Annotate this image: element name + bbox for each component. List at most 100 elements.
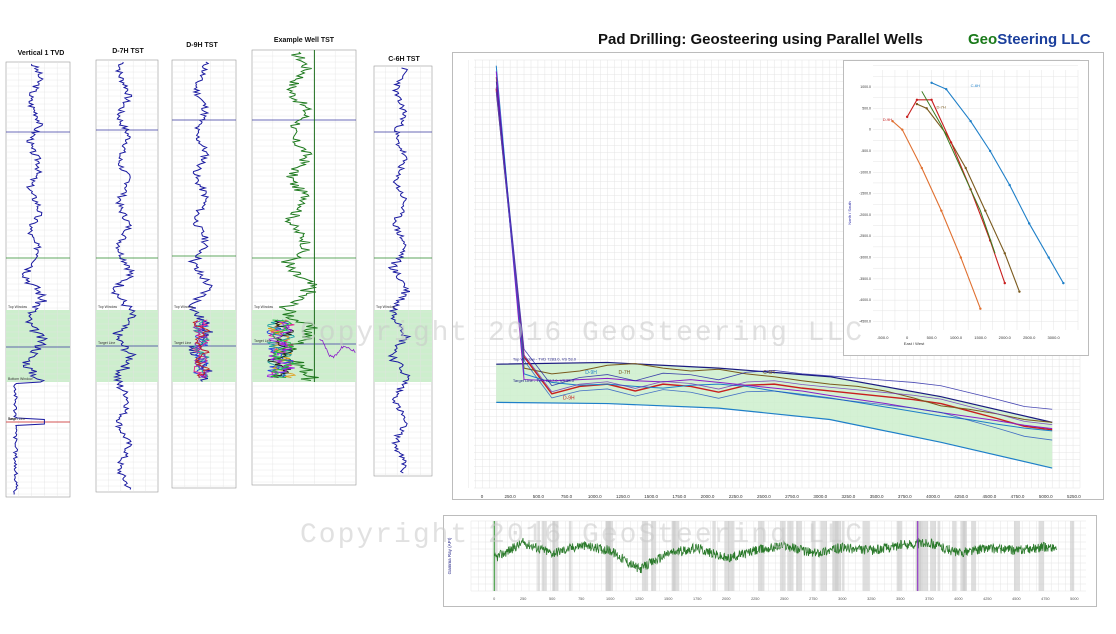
shade-bar <box>779 521 786 591</box>
survey-point <box>1018 290 1021 293</box>
y-tick-label: -3500.0 <box>859 277 871 281</box>
well-label: D-9H <box>563 396 575 402</box>
survey-point <box>1003 281 1006 285</box>
well-line-1 <box>495 77 1053 423</box>
y-tick-label: -2500.0 <box>859 234 871 238</box>
x-tick-label: 1250.0 <box>616 494 630 499</box>
y-tick-label: -4500.0 <box>859 319 871 323</box>
zone-label: Top Window <box>8 305 28 309</box>
survey-point <box>988 149 992 153</box>
shade-bar <box>757 521 765 591</box>
track-title-3: D-9H TST <box>186 42 218 49</box>
x-tick-label: 4750.0 <box>1011 494 1025 499</box>
x-tick-label: 3000.0 <box>1047 335 1060 340</box>
brand-geo: Geo <box>968 31 998 48</box>
shade-bar <box>641 521 649 591</box>
y-tick-label: -1000.0 <box>859 170 871 174</box>
y-tick-label: 500.0 <box>862 106 871 110</box>
gamma-line <box>493 537 1058 574</box>
survey-point <box>1062 281 1065 285</box>
x-tick-label: 2500.0 <box>757 494 771 499</box>
zone-label: Target Line - TVD 7317.0, VS 53.0 <box>513 378 575 383</box>
correlation-curve <box>192 319 211 378</box>
log-curve <box>110 61 137 490</box>
y-tick-label: -4000.0 <box>859 298 871 302</box>
y-axis-label: Gamma Ray (API) <box>447 537 452 574</box>
y-tick-label: -500.0 <box>861 149 871 153</box>
x-tick-label: 0 <box>493 597 495 601</box>
zone-label: Top Window <box>174 305 194 309</box>
watermark-upper: Copyright 2016 GeoSteering LLC <box>300 318 865 349</box>
x-tick-label: 4750 <box>1041 597 1049 601</box>
survey-point <box>945 87 948 91</box>
track-frame <box>251 49 357 486</box>
offset-line <box>495 81 1053 410</box>
survey-point <box>969 119 972 123</box>
survey-point <box>959 256 963 259</box>
correlation-curve <box>192 319 210 379</box>
track-title-5: C-6H TST <box>388 56 420 63</box>
correlation-curve <box>266 319 295 379</box>
x-tick-label: 5250.0 <box>1067 494 1081 499</box>
survey-point <box>925 107 928 110</box>
survey-point <box>930 81 933 84</box>
plan-well-3 <box>892 120 981 309</box>
zone-label: Top Window <box>98 305 118 309</box>
survey-point <box>905 115 909 119</box>
zone-label: Target Line <box>254 339 271 343</box>
plan-well-label: D-9H <box>883 117 892 122</box>
plan-view-chart: -500.0 0 500.0 1000.0 1500.0 2000.0 2500.0 3000… <box>847 65 1079 346</box>
plan-well-extra <box>921 91 996 254</box>
track-title-4: Example Well TST <box>273 37 335 44</box>
plan-well-label: C-6H <box>971 83 980 88</box>
shade-bar <box>1038 521 1044 591</box>
x-tick-label: 4500 <box>1012 597 1020 601</box>
x-tick-label: 2250.0 <box>729 494 743 499</box>
shade-bar <box>1069 521 1075 591</box>
track-frame <box>373 65 433 477</box>
zone-label: Target Line <box>8 417 25 421</box>
shade-bar <box>712 521 716 591</box>
shade-bar <box>787 521 794 591</box>
x-tick-label: 3000 <box>838 597 846 601</box>
offset-line <box>495 86 1053 426</box>
x-tick-label: 1750.0 <box>672 494 686 499</box>
survey-point <box>1008 183 1011 187</box>
survey-point <box>984 209 987 212</box>
log-curve <box>387 67 412 474</box>
log-curve <box>278 51 319 381</box>
watermark-lower: Copyright 2016 GeoSteering LLC <box>300 520 865 551</box>
shade-bar <box>724 521 730 591</box>
x-tick-label: 3500.0 <box>870 494 884 499</box>
survey-point <box>964 166 967 170</box>
x-tick-label: 1000 <box>606 597 614 601</box>
zone-label: Base <box>8 417 16 421</box>
target-zone-fill <box>496 362 1053 469</box>
well-label: D-7H <box>619 370 631 376</box>
shade-bar <box>921 521 929 591</box>
x-tick-label: 3750.0 <box>898 494 912 499</box>
x-tick-label: 2000.0 <box>999 335 1012 340</box>
zone-label: Target Line <box>98 341 115 345</box>
x-tick-label: 3000.0 <box>813 494 827 499</box>
shade-bar <box>896 521 903 591</box>
well-label: C-6H <box>763 370 775 376</box>
y-tick-label: 1000.0 <box>860 85 871 89</box>
shade-bar <box>916 521 923 591</box>
x-tick-label: 3750 <box>925 597 933 601</box>
survey-point <box>979 307 982 310</box>
correlation-curve <box>268 319 297 379</box>
shade-bar <box>675 521 680 591</box>
x-tick-label: 2500 <box>780 597 788 601</box>
x-tick-label: 1000.0 <box>950 335 963 340</box>
x-tick-label: 4000 <box>954 597 962 601</box>
shade-bar <box>651 521 657 591</box>
x-tick-label: 750 <box>578 597 584 601</box>
x-tick-label: -500.0 <box>877 335 889 340</box>
x-tick-label: 1500 <box>664 597 672 601</box>
x-tick-label: 2000 <box>722 597 730 601</box>
y-tick-label: -2000.0 <box>859 213 871 217</box>
survey-point <box>915 98 919 102</box>
x-tick-label: 1500.0 <box>974 335 987 340</box>
x-tick-label: 4500.0 <box>982 494 996 499</box>
